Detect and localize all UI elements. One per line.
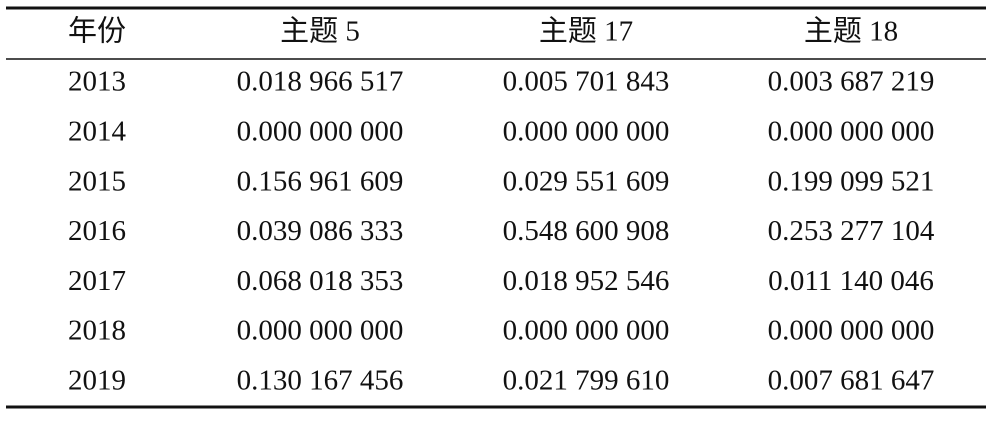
year-cell: 2016	[68, 215, 126, 247]
value-cell: 0.000 000 000	[237, 315, 404, 347]
value-cell: 0.000 000 000	[237, 115, 404, 147]
value-cell: 0.130 167 456	[237, 364, 404, 396]
value-cell: 0.000 000 000	[768, 315, 935, 347]
value-cell: 0.199 099 521	[768, 165, 935, 197]
year-cell: 2017	[68, 265, 126, 297]
value-cell: 0.156 961 609	[237, 165, 404, 197]
header-cell: 年份	[68, 15, 126, 48]
header-cell: 主题 17	[539, 15, 633, 48]
value-cell: 0.039 086 333	[237, 215, 404, 247]
year-cell: 2018	[68, 315, 126, 347]
value-cell: 0.003 687 219	[768, 66, 935, 98]
value-cell: 0.000 000 000	[503, 315, 670, 347]
value-cell: 0.021 799 610	[503, 364, 670, 396]
value-cell: 0.253 277 104	[768, 215, 935, 247]
value-cell: 0.029 551 609	[503, 165, 670, 197]
value-cell: 0.007 681 647	[768, 364, 935, 396]
value-cell: 0.068 018 353	[237, 265, 404, 297]
year-cell: 2019	[68, 364, 126, 396]
year-cell: 2014	[68, 115, 127, 147]
value-cell: 0.548 600 908	[503, 215, 670, 247]
value-cell: 0.000 000 000	[768, 115, 935, 147]
year-cell: 2015	[68, 165, 126, 197]
value-cell: 0.011 140 046	[768, 265, 934, 297]
value-cell: 0.018 966 517	[237, 66, 404, 98]
value-cell: 0.005 701 843	[503, 66, 670, 98]
year-cell: 2013	[68, 66, 126, 98]
value-cell: 0.018 952 546	[503, 265, 670, 297]
header-cell: 主题 18	[804, 15, 898, 48]
header-cell: 主题 5	[280, 15, 360, 48]
value-cell: 0.000 000 000	[503, 115, 670, 147]
